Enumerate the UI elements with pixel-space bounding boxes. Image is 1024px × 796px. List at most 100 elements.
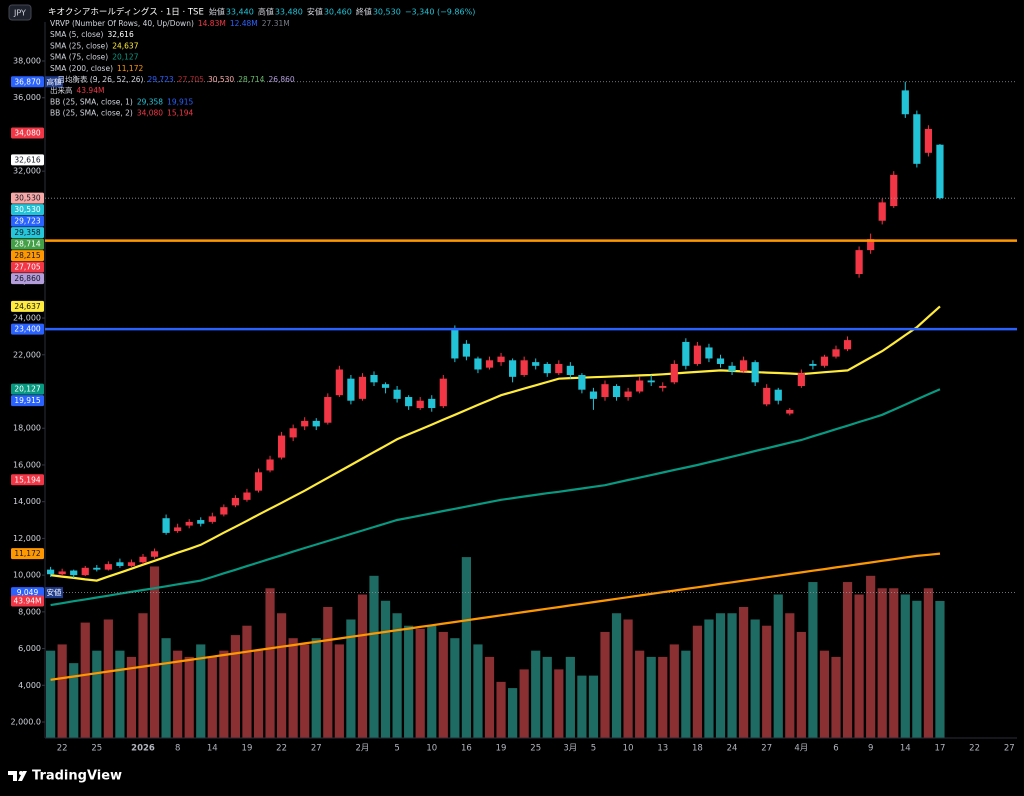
volume-bar [912, 600, 922, 738]
x-tick-label: 22 [57, 744, 68, 754]
x-tick-label: 16 [461, 744, 472, 754]
x-tick-label: 13 [657, 744, 668, 754]
candle-body [451, 329, 459, 359]
volume-bar [842, 582, 853, 738]
y-tick-label: 24,000 [13, 314, 41, 323]
candle-body [843, 340, 852, 350]
indicator-value: 27.31M [262, 19, 290, 28]
y-tick-label: 36,000 [13, 93, 41, 102]
candle-body [381, 384, 390, 388]
volume-bar [115, 650, 125, 738]
candle-body [763, 387, 771, 405]
y-tick-label: 14,000 [13, 497, 41, 506]
candle-body [624, 391, 632, 398]
candle-body [532, 362, 540, 366]
volume-bar [473, 644, 483, 738]
x-tick-label: 22 [276, 744, 287, 754]
volume-bar [380, 600, 391, 738]
price-badge-tag [45, 76, 63, 88]
currency-button[interactable]: JPY [8, 4, 32, 21]
candle-body [705, 347, 713, 359]
candle-body [612, 386, 621, 398]
y-tick-label: 38,000 [13, 57, 41, 66]
volume-bar [669, 644, 679, 738]
volume-bar [415, 628, 425, 738]
candle-body [439, 378, 447, 407]
currency-label[interactable]: JPY [13, 9, 26, 18]
volume-bar [519, 669, 529, 738]
volume-bar [138, 613, 148, 738]
price-change: −3,340 (−9.86%) [405, 8, 476, 17]
volume-bar [739, 606, 749, 738]
price-badge-tag-label: 高値 [47, 76, 62, 86]
price-badge [11, 323, 44, 335]
x-tick-label: 27 [1004, 744, 1015, 754]
price-badge [11, 587, 44, 599]
volume-bar [854, 594, 864, 738]
indicator-value: 29,723 [147, 75, 173, 84]
price-badge-label: 26,860 [14, 274, 40, 283]
x-tick-label: 5 [591, 744, 596, 754]
volume-bar [831, 656, 841, 738]
volume-bar [785, 613, 795, 738]
volume-bar [508, 688, 518, 738]
candle-body [474, 358, 482, 370]
price-badge-label: 11,172 [14, 549, 40, 558]
price-badge-label: 15,194 [14, 475, 40, 484]
y-tick-label: 10,000 [13, 571, 41, 580]
volume-bar [46, 650, 56, 738]
volume-bar [242, 625, 252, 738]
ohlc-name: 終値 [356, 7, 372, 17]
price-axis-background [0, 22, 44, 738]
indicator-value: 11,172 [117, 64, 143, 73]
indicator-name: SMA (25, close) [50, 41, 108, 50]
candle-body [312, 420, 320, 427]
price-badge-label: 23,400 [14, 325, 40, 334]
moving-average-line [50, 305, 941, 582]
candle-body [659, 386, 667, 388]
volume-bar [173, 650, 183, 738]
volume-bar [265, 588, 275, 738]
volume-badge [11, 595, 44, 607]
indicator-value: 30,530 [208, 75, 234, 84]
ohlc-value: 33,480 [275, 8, 303, 17]
price-badge-label: 27,705 [14, 263, 40, 272]
currency-button-box[interactable] [8, 4, 32, 21]
volume-bar [253, 650, 264, 738]
candle-body [416, 400, 424, 409]
volume-bar [704, 619, 714, 738]
volume-bar [635, 650, 645, 738]
price-badge [11, 548, 44, 560]
volume-bar [877, 588, 887, 738]
indicator-name: SMA (200, close) [50, 64, 113, 73]
price-badge [11, 215, 44, 227]
candle-body [254, 472, 263, 491]
x-tick-label: 17 [935, 744, 946, 754]
x-tick-label: 3月 [563, 744, 577, 754]
price-badge-label: 9,049 [17, 588, 39, 597]
volume-bar [715, 613, 726, 738]
candle-body [878, 202, 886, 221]
price-badge [11, 227, 44, 239]
price-badge [11, 395, 44, 407]
price-badge [11, 474, 44, 486]
candle-body [566, 365, 574, 375]
price-badge-label: 28,714 [14, 240, 40, 249]
volume-bar [577, 675, 587, 738]
candle-body [174, 527, 182, 532]
volume-bar [277, 613, 287, 738]
candle-body [58, 571, 66, 575]
volume-bar [126, 656, 137, 738]
y-tick-label: 18,000 [13, 424, 41, 433]
indicator-value: 12.48M [230, 19, 258, 28]
volume-bar [184, 656, 194, 738]
candle-body [543, 363, 551, 374]
candle-body [693, 345, 701, 364]
x-tick-label: 10 [426, 744, 437, 754]
candle-body [127, 562, 136, 566]
volume-bar [531, 650, 541, 738]
candle-body [208, 516, 216, 522]
candle-body [197, 520, 205, 524]
x-tick-label: 8 [175, 744, 180, 754]
